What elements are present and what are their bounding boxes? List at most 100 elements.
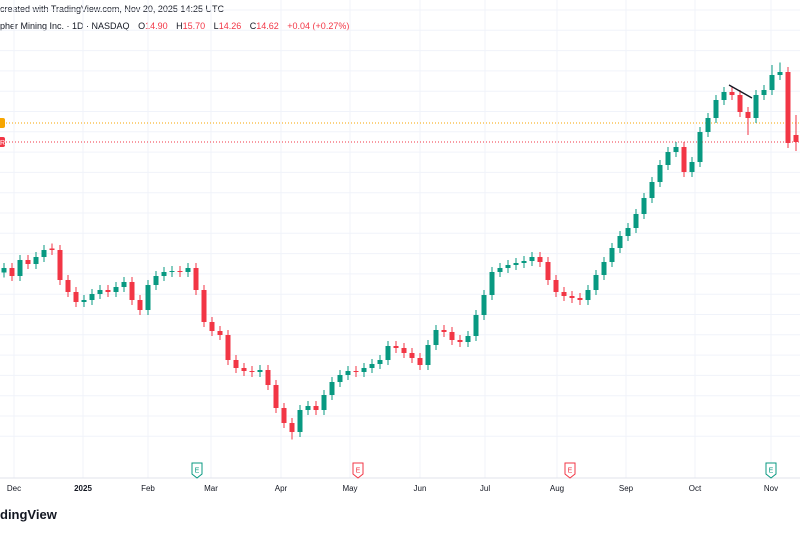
candle-down: [57, 250, 63, 280]
chart-created-caption: created with TradingView.com, Nov 20, 20…: [0, 4, 224, 14]
candle-up: [321, 395, 327, 410]
candle-up: [81, 300, 87, 302]
candle-down: [129, 282, 135, 300]
candle-down: [177, 271, 183, 272]
earnings-label: E: [356, 468, 361, 475]
x-tick-label: 2025: [74, 484, 92, 493]
x-tick-label: Nov: [764, 484, 778, 493]
candle-up: [505, 265, 511, 268]
price-line-marker-label: R: [0, 140, 5, 147]
candle-up: [641, 198, 647, 214]
candle-down: [289, 423, 295, 432]
tradingview-logo: dingView: [0, 507, 57, 522]
trend-line: [728, 84, 753, 99]
candle-up: [1, 268, 7, 273]
candle-down: [729, 92, 735, 95]
earnings-icon: [765, 462, 777, 479]
candle-up: [769, 75, 775, 90]
candle-up: [369, 364, 375, 368]
candle-up: [705, 118, 711, 132]
candle-down: [545, 262, 551, 280]
change-value: +0.04 (+0.27%): [287, 21, 350, 31]
low-label: L: [213, 21, 219, 31]
x-tick-label: Dec: [7, 484, 21, 493]
candle-down: [313, 406, 319, 410]
close-value: 14.62: [256, 21, 279, 31]
candle-down: [409, 353, 415, 358]
high-value: 15.70: [182, 21, 206, 31]
x-tick-label: Sep: [619, 484, 634, 493]
x-tick-label: Feb: [141, 484, 155, 493]
candle-down: [137, 300, 143, 310]
candle-up: [513, 263, 519, 265]
candle-up: [753, 95, 759, 118]
candle-up: [425, 345, 431, 365]
candle-down: [105, 290, 111, 292]
candle-up: [169, 271, 175, 272]
candle-up: [721, 92, 727, 100]
candle-down: [401, 348, 407, 353]
candle-up: [385, 346, 391, 360]
candle-down: [745, 112, 751, 118]
candle-down: [225, 335, 231, 360]
candle-down: [209, 322, 215, 331]
candle-down: [577, 298, 583, 300]
candle-up: [145, 285, 151, 310]
candle-down: [193, 268, 199, 290]
candle-up: [585, 290, 591, 300]
x-tick-label: Oct: [689, 484, 702, 493]
earnings-icon: [352, 462, 364, 479]
candle-up: [617, 236, 623, 248]
candlestick-chart[interactable]: R E E E E Dec 2025 Feb Mar Apr May Jun Jul Aug Sep Oct N…: [0, 0, 800, 500]
candle-down: [353, 371, 359, 372]
candle-up: [41, 250, 47, 257]
candle-down: [681, 147, 687, 172]
candle-down: [737, 95, 743, 112]
x-tick-label: Mar: [204, 484, 218, 493]
symbol-legend: pher Mining Inc. · 1D · NASDAQ O14.90 H1…: [0, 21, 349, 31]
candle-up: [713, 100, 719, 118]
candle-up: [673, 147, 679, 152]
candle-down: [537, 257, 543, 262]
candle-down: [241, 368, 247, 371]
high-label: H: [176, 21, 183, 31]
candle-down: [457, 340, 463, 342]
open-label: O: [138, 21, 146, 31]
candle-up: [593, 275, 599, 290]
candle-up: [697, 132, 703, 162]
candle-down: [249, 371, 255, 372]
candle-down: [49, 248, 55, 250]
candle-up: [337, 375, 343, 382]
candle-up: [689, 162, 695, 172]
candle-up: [665, 152, 671, 165]
candle-up: [497, 268, 503, 272]
candle-up: [329, 382, 335, 395]
candle-up: [761, 90, 767, 95]
candle-up: [361, 368, 367, 372]
candle-up: [625, 228, 631, 236]
close-label: C: [249, 21, 257, 31]
candle-down: [201, 290, 207, 322]
candle-up: [297, 410, 303, 432]
candle-up: [257, 370, 263, 372]
candle-up: [657, 165, 663, 182]
candle-up: [489, 272, 495, 295]
candle-up: [521, 261, 527, 263]
candle-up: [185, 268, 191, 272]
candle-up: [601, 262, 607, 275]
earnings-icon: [564, 462, 576, 479]
earnings-label: E: [769, 468, 774, 475]
candle-up: [121, 282, 127, 287]
candle-down: [233, 360, 239, 368]
symbol-name: pher Mining Inc. · 1D · NASDAQ: [0, 21, 130, 31]
candle-down: [73, 292, 79, 302]
candle-up: [161, 272, 167, 276]
x-tick-label: Apr: [275, 484, 288, 493]
candle-up: [153, 276, 159, 285]
candle-up: [649, 182, 655, 198]
candle-down: [273, 385, 279, 408]
candle-down: [449, 332, 455, 340]
earnings-label: E: [195, 468, 200, 475]
x-tick-label: Jun: [414, 484, 427, 493]
candle-up: [33, 257, 39, 264]
